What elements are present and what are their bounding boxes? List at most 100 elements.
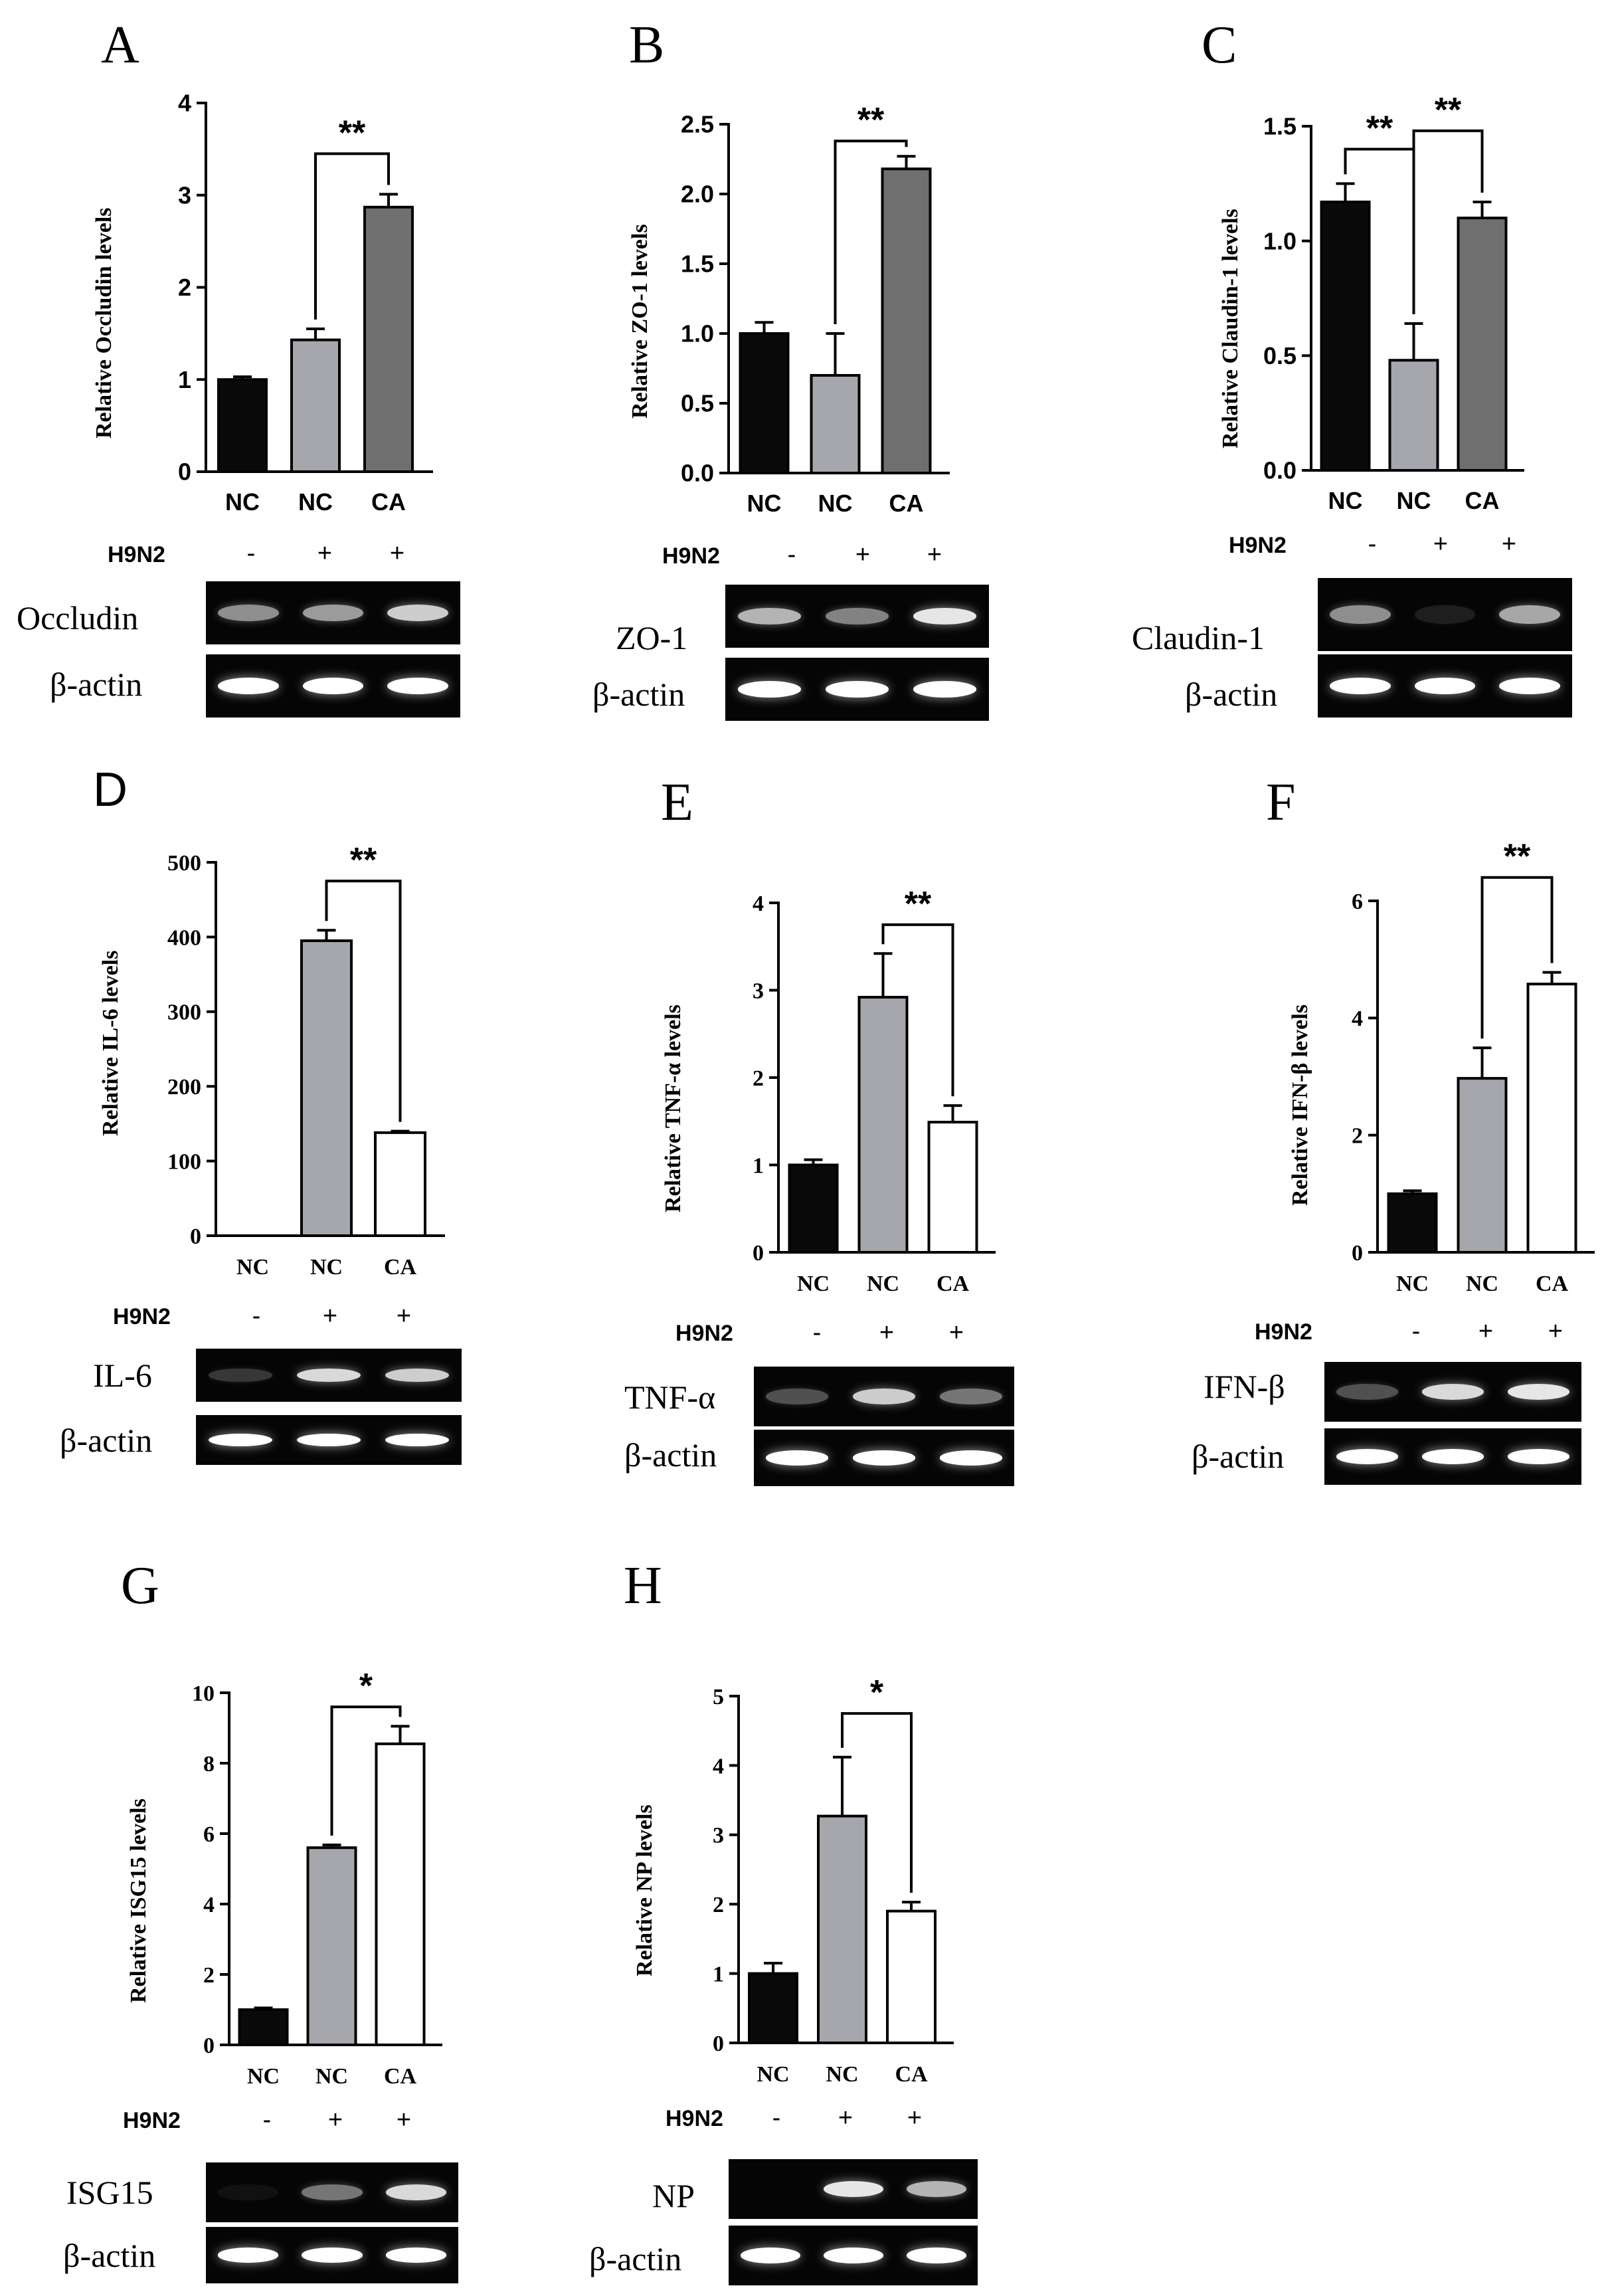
bar xyxy=(238,2008,289,2046)
bar xyxy=(374,1131,426,1237)
target-gel xyxy=(1318,578,1572,651)
bar xyxy=(810,374,861,474)
significance-bracket xyxy=(834,140,908,324)
bar xyxy=(1388,359,1439,472)
y-tick-label: 0 xyxy=(203,2034,215,2058)
gel-band xyxy=(1329,678,1391,694)
significance-bracket xyxy=(330,1705,402,1836)
category-label: NC xyxy=(1466,1272,1498,1296)
y-tick-label: 8 xyxy=(203,1752,215,1776)
bar-chart: 0 1 2 3 4 NC NC CA ** xyxy=(178,90,433,516)
y-tick-label: 4 xyxy=(178,90,191,117)
bar-chart: 0 1 2 3 4 5 NC NC CA * xyxy=(713,1674,954,2087)
significance-label: * xyxy=(870,1674,884,1712)
y-tick-label: 100 xyxy=(167,1150,201,1175)
panel-e: E Relative TNF-α levels 0 1 2 3 4 NC NC CA ** H9… xyxy=(536,751,1072,1501)
category-label: NC xyxy=(757,2062,789,2087)
blot-label: ISG15 xyxy=(66,2174,153,2211)
beta-actin-gel xyxy=(754,1430,1014,1486)
h9n2-sign-3: + xyxy=(907,2104,923,2132)
h9n2-label: H9N2 xyxy=(123,2108,181,2133)
h9n2-sign-1: - xyxy=(246,539,256,567)
beta-actin-label: β-actin xyxy=(60,1422,153,1459)
category-label: NC xyxy=(247,2064,280,2089)
beta-actin-gel xyxy=(196,1415,462,1465)
category-label: CA xyxy=(384,2064,417,2089)
y-tick-label: 300 xyxy=(167,1001,201,1025)
gel-band xyxy=(217,2184,278,2200)
y-tick-label: 500 xyxy=(167,851,201,876)
blot-label: IFN-β xyxy=(1204,1368,1285,1405)
h9n2-label: H9N2 xyxy=(113,1304,171,1329)
category-label: NC xyxy=(747,490,782,517)
bar-chart: 0 2 4 6 NC NC CA ** xyxy=(1352,838,1595,1296)
significance-label: ** xyxy=(857,101,885,140)
gel-band xyxy=(1499,605,1561,624)
gel-band xyxy=(302,605,364,621)
bar xyxy=(857,996,909,1254)
panel-b: B Relative ZO-1 levels 0.0 0.5 1.0 1.5 2.0 2.… xyxy=(536,0,1072,744)
h9n2-sign-1: - xyxy=(262,2106,272,2134)
panel-label: E xyxy=(661,773,693,832)
target-gel xyxy=(754,1367,1014,1426)
category-label: NC xyxy=(236,1255,269,1280)
panel-label: A xyxy=(101,16,139,74)
gel-band xyxy=(766,1450,829,1466)
y-tick-label: 0 xyxy=(190,1224,201,1249)
gel-band xyxy=(906,2181,966,2197)
category-label: NC xyxy=(1396,1272,1429,1296)
y-tick-label: 2 xyxy=(1352,1124,1363,1149)
gel-band xyxy=(217,678,279,694)
category-label: NC xyxy=(298,488,333,516)
target-gel xyxy=(206,2162,458,2222)
bar-chart: 0 100 200 300 400 500 NC NC CA ** xyxy=(167,841,445,1280)
gel-band xyxy=(297,1368,361,1383)
gel-band xyxy=(1508,1384,1569,1400)
blot-label: Claudin-1 xyxy=(1132,619,1265,656)
beta-actin-gel xyxy=(1318,654,1572,718)
beta-actin-label: β-actin xyxy=(589,2240,682,2277)
h9n2-sign-2: + xyxy=(1433,530,1449,558)
panel-f: F Relative IFN-β levels 0 2 4 6 NC NC CA ** H9N… xyxy=(1072,751,1608,1501)
h9n2-sign-3: + xyxy=(1501,530,1517,558)
bar xyxy=(886,1909,937,2045)
gel-band xyxy=(1414,605,1476,624)
gel-band xyxy=(906,2248,966,2263)
y-tick-label: 6 xyxy=(203,1822,215,1847)
gel-band xyxy=(939,1388,1002,1404)
gel-band xyxy=(825,608,889,624)
category-label: CA xyxy=(371,488,406,516)
significance-label: ** xyxy=(350,841,377,880)
bar xyxy=(881,167,932,474)
y-tick-label: 2 xyxy=(178,274,191,301)
significance-label: ** xyxy=(1435,91,1462,130)
category-label: NC xyxy=(826,2062,858,2087)
y-tick-label: 1 xyxy=(178,366,191,393)
h9n2-sign-2: + xyxy=(1478,1317,1494,1345)
category-label: NC xyxy=(310,1255,343,1280)
beta-actin-label: β-actin xyxy=(1192,1438,1285,1475)
bar xyxy=(1457,217,1508,472)
y-tick-label: 0.5 xyxy=(681,390,714,417)
y-tick-label: 10 xyxy=(192,1681,215,1706)
y-tick-label: 0 xyxy=(713,2032,724,2056)
bar xyxy=(1457,1077,1508,1254)
bar xyxy=(375,1742,426,2046)
h9n2-sign-2: + xyxy=(327,2106,343,2134)
category-label: CA xyxy=(937,1272,970,1296)
significance-bracket xyxy=(881,923,954,1097)
gel-band xyxy=(737,608,801,624)
y-tick-label: 3 xyxy=(753,979,764,1003)
panel-label: D xyxy=(93,763,128,816)
gel-band xyxy=(939,1450,1002,1466)
y-tick-label: 200 xyxy=(167,1075,201,1100)
bar xyxy=(748,1972,798,2044)
target-gel xyxy=(1324,1362,1581,1422)
h9n2-sign-2: + xyxy=(855,541,871,569)
gel-band xyxy=(913,681,977,698)
y-tick-label: 2 xyxy=(753,1066,764,1091)
blot-label: TNF-α xyxy=(624,1379,716,1416)
y-tick-label: 5 xyxy=(713,1685,724,1709)
blot-label: Occludin xyxy=(17,599,139,636)
category-label: CA xyxy=(895,2062,928,2087)
